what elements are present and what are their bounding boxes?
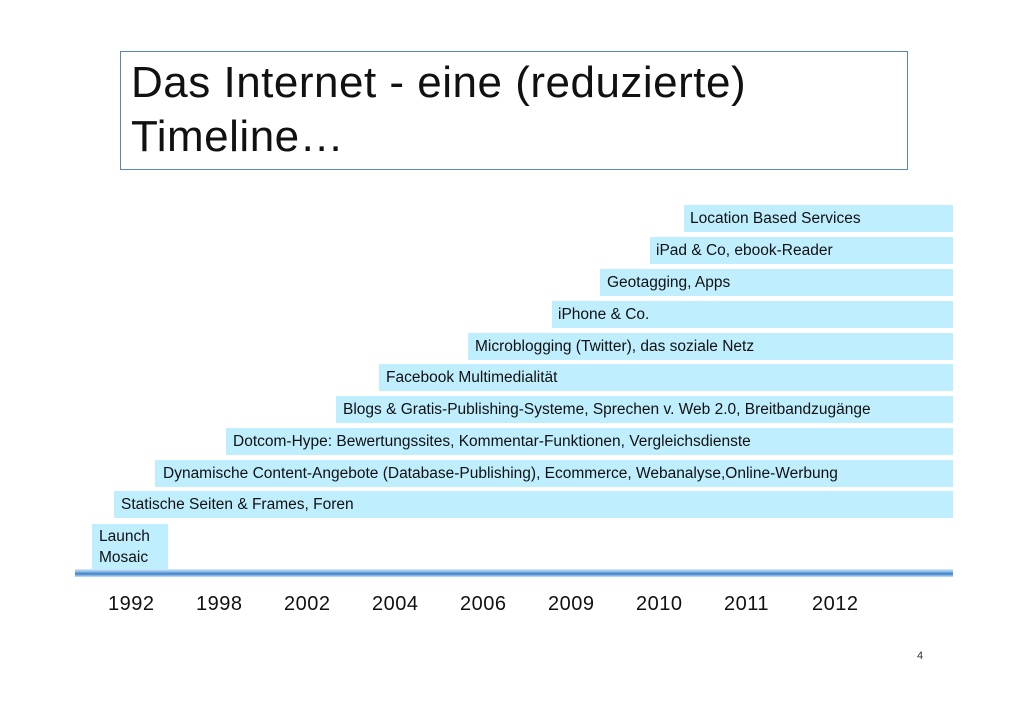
- year-label: 1992: [108, 593, 155, 615]
- launch-mosaic-box: Launch Mosaic: [92, 524, 168, 571]
- timeline-bar: iPad & Co, ebook-Reader: [650, 237, 953, 264]
- page-number: 4: [917, 650, 924, 662]
- bar-label: Dynamische Content-Angebote (Database-Pu…: [163, 465, 838, 482]
- title-line-1: Das Internet - eine (reduzierte): [131, 58, 747, 107]
- year-label: 2010: [636, 593, 683, 615]
- timeline-bar: iPhone & Co.: [552, 301, 953, 328]
- slide-title: Das Internet - eine (reduzierte) Timelin…: [131, 56, 897, 164]
- timeline-bar: Microblogging (Twitter), das soziale Net…: [468, 333, 953, 360]
- launch-line-1: Launch: [99, 528, 150, 545]
- year-label: 2009: [548, 593, 595, 615]
- timeline-bar: Dynamische Content-Angebote (Database-Pu…: [155, 460, 953, 487]
- bar-label: Blogs & Gratis-Publishing-Systeme, Sprec…: [343, 401, 871, 418]
- bar-label: Microblogging (Twitter), das soziale Net…: [475, 338, 755, 355]
- timeline-bar: Dotcom-Hype: Bewertungssites, Kommentar-…: [226, 428, 953, 455]
- year-label: 1998: [196, 593, 243, 615]
- timeline-bar: Geotagging, Apps: [600, 269, 953, 296]
- year-label: 2012: [812, 593, 859, 615]
- timeline-bar: Facebook Multimedialität: [379, 364, 953, 391]
- bar-label: Facebook Multimedialität: [386, 369, 558, 386]
- year-label: 2006: [460, 593, 507, 615]
- timeline-bar: Location Based Services: [684, 205, 953, 232]
- bar-label: Geotagging, Apps: [607, 274, 731, 291]
- bar-label: iPhone & Co.: [558, 306, 650, 323]
- title-box: Das Internet - eine (reduzierte) Timelin…: [120, 51, 908, 170]
- bar-label: Statische Seiten & Frames, Foren: [121, 496, 354, 513]
- bar-label: iPad & Co, ebook-Reader: [656, 242, 833, 259]
- timeline-bar: Blogs & Gratis-Publishing-Systeme, Sprec…: [336, 396, 953, 423]
- year-label: 2004: [372, 593, 419, 615]
- timeline-axis: [75, 569, 953, 577]
- timeline-bar: Statische Seiten & Frames, Foren: [114, 491, 953, 518]
- bar-label: Location Based Services: [690, 210, 861, 227]
- launch-line-2: Mosaic: [99, 549, 149, 566]
- year-label: 2002: [284, 593, 331, 615]
- title-line-2: Timeline…: [131, 112, 345, 161]
- bar-label: Dotcom-Hype: Bewertungssites, Kommentar-…: [233, 433, 751, 450]
- year-label: 2011: [724, 593, 770, 615]
